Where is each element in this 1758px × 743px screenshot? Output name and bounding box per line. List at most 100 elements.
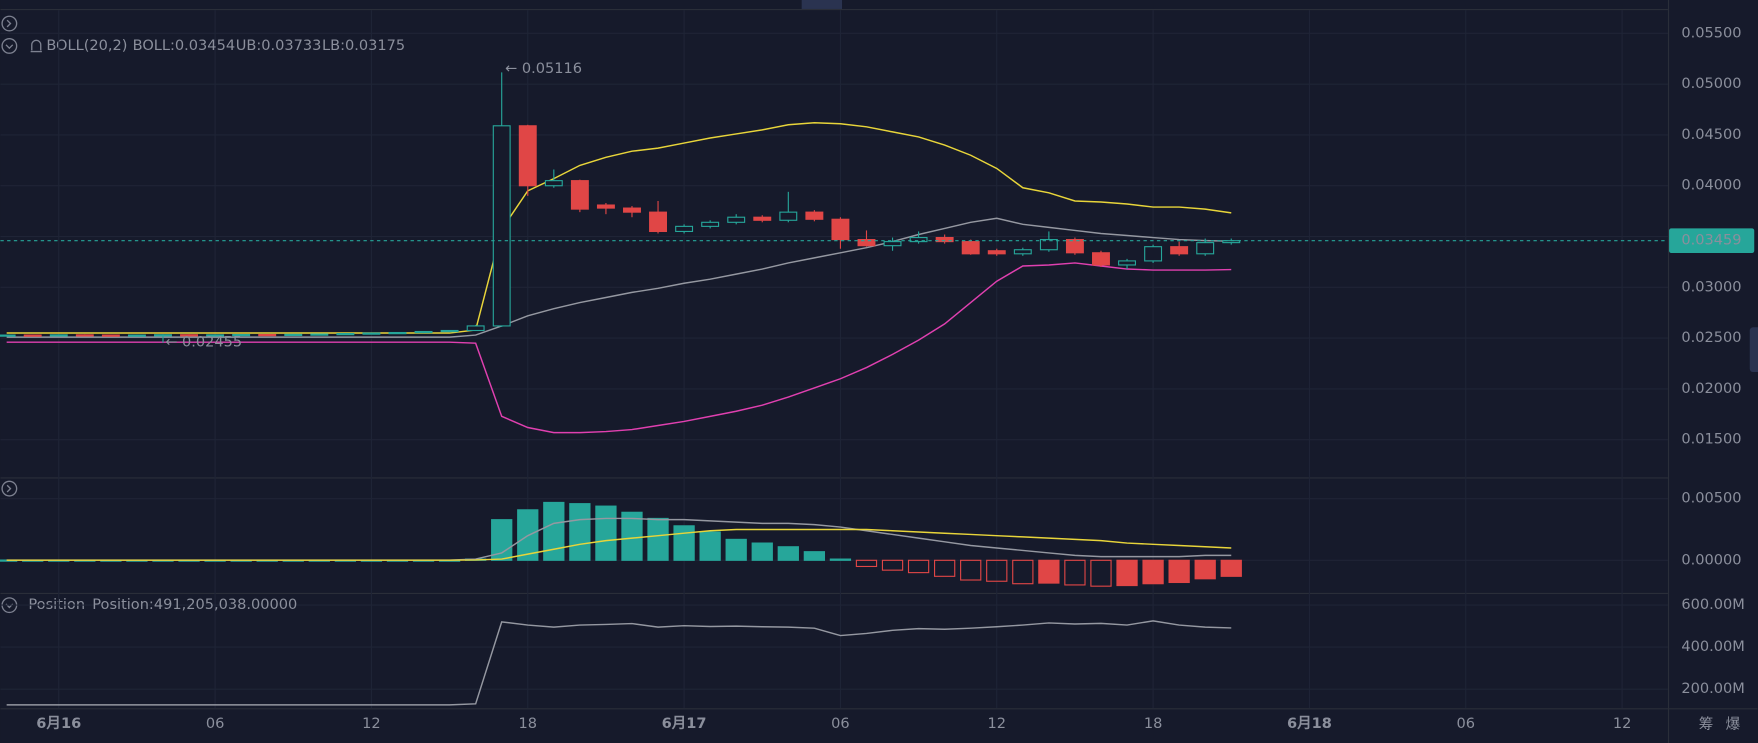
expand-icon[interactable] — [1, 15, 18, 32]
indicator-line — [6, 620, 1232, 706]
candle-body — [1118, 260, 1137, 266]
histogram-bar — [699, 531, 721, 561]
candle-body — [49, 334, 68, 337]
indicator-readout: LB:0.03175 — [322, 37, 405, 54]
y-tick-label: 600.00M — [1681, 596, 1744, 613]
price-annotation: ← 0.02455 — [165, 334, 242, 351]
candle-body — [987, 250, 1006, 255]
candle-body — [75, 334, 94, 337]
candle-body — [1144, 246, 1163, 262]
candle-body — [180, 334, 199, 337]
candle-body — [1170, 246, 1189, 255]
candle-body — [336, 332, 355, 336]
candle-body — [0, 334, 16, 337]
candle-body — [362, 332, 381, 335]
candle-body — [961, 241, 980, 255]
candle-body — [675, 225, 694, 233]
histogram-bar — [1194, 559, 1216, 580]
histogram-bar — [543, 501, 565, 561]
histogram-bar — [569, 503, 591, 561]
indicator-readout: UB:0.03733 — [236, 37, 322, 54]
histogram-bar — [595, 505, 617, 561]
x-tick-label: 6月16 — [36, 715, 81, 732]
histogram-bar — [855, 559, 878, 568]
candle-body — [701, 221, 720, 227]
x-tick-label: 06 — [831, 715, 850, 732]
x-tick-label: 06 — [206, 715, 225, 732]
candle-body — [1196, 242, 1215, 255]
indicator-line — [6, 262, 1232, 434]
candle-body — [779, 211, 798, 221]
y-tick-label: 0.03000 — [1681, 278, 1741, 295]
candle-body — [805, 211, 824, 220]
last-price-label: 0.03459 — [1681, 232, 1741, 249]
x-tick-label: 18 — [519, 715, 538, 732]
candle-body — [649, 211, 668, 233]
x-tick-label: 06 — [1456, 715, 1475, 732]
candle-body — [727, 216, 746, 223]
candle-body — [857, 239, 876, 247]
indicator-line — [6, 122, 1232, 334]
candle-body — [883, 241, 902, 247]
histogram-bar — [1220, 559, 1242, 577]
last-price-box — [1669, 228, 1755, 254]
y-tick-label: 200.00M — [1681, 680, 1744, 697]
candle-body — [23, 334, 42, 337]
chevron — [5, 44, 14, 50]
candle-body — [623, 207, 641, 213]
histogram-bar — [751, 542, 773, 561]
candle-body — [154, 334, 172, 337]
candle-body — [544, 180, 563, 187]
y-tick-label: 0.04500 — [1681, 126, 1741, 143]
y-tick-label: 0.01500 — [1681, 431, 1741, 448]
histogram-bar — [803, 551, 826, 561]
candle-body — [492, 125, 511, 327]
x-tick-label: 6月18 — [1287, 715, 1332, 732]
y-tick-label: 0.00000 — [1681, 551, 1741, 568]
y-tick-label: 0.04000 — [1681, 177, 1741, 194]
candle-body — [232, 334, 251, 337]
histogram-bar — [777, 546, 799, 561]
histogram-bar — [881, 559, 904, 571]
histogram-bar — [647, 517, 669, 561]
candle-body — [127, 334, 146, 337]
y-tick-label: 0.00500 — [1681, 490, 1741, 507]
toolbar-button[interactable]: 爆 — [1726, 716, 1741, 733]
candle-body — [596, 204, 615, 209]
histogram-bar — [960, 559, 982, 581]
expand-icon[interactable] — [1, 480, 18, 497]
candle-body — [935, 236, 954, 243]
y-tick-label: 0.02000 — [1681, 380, 1741, 397]
histogram-bar — [1168, 559, 1190, 584]
histogram-bar — [1090, 559, 1112, 587]
indicator-readout: Position:491,205,038.00000 — [92, 596, 297, 613]
y-tick-label: 0.02500 — [1681, 329, 1741, 346]
candle-body — [388, 331, 407, 335]
top-tab[interactable] — [801, 0, 843, 9]
histogram-bar — [907, 559, 930, 574]
collapse-icon[interactable] — [1, 37, 18, 54]
indicator-line — [6, 528, 1232, 561]
histogram-bar — [934, 559, 956, 577]
candle-body — [1039, 239, 1058, 251]
candle-body — [909, 236, 928, 243]
bell-icon[interactable] — [30, 39, 42, 53]
x-tick-label: 6月17 — [662, 715, 707, 732]
candle-body — [101, 334, 120, 337]
x-tick-label: 12 — [362, 715, 381, 732]
histogram-bar — [1142, 559, 1164, 585]
histogram-bar — [1064, 559, 1086, 586]
chevron — [6, 484, 12, 493]
x-tick-label: 12 — [988, 715, 1007, 732]
x-tick-label: 12 — [1613, 715, 1632, 732]
candle-body — [1065, 239, 1084, 254]
candle-body — [414, 330, 433, 334]
candle-body — [310, 333, 329, 336]
side-tab[interactable] — [1749, 327, 1758, 373]
candle-body — [518, 125, 537, 187]
histogram-bar — [621, 511, 643, 561]
toolbar-button[interactable]: 筹 — [1699, 716, 1714, 733]
indicator-label: BOLL(20,2) — [46, 37, 127, 54]
